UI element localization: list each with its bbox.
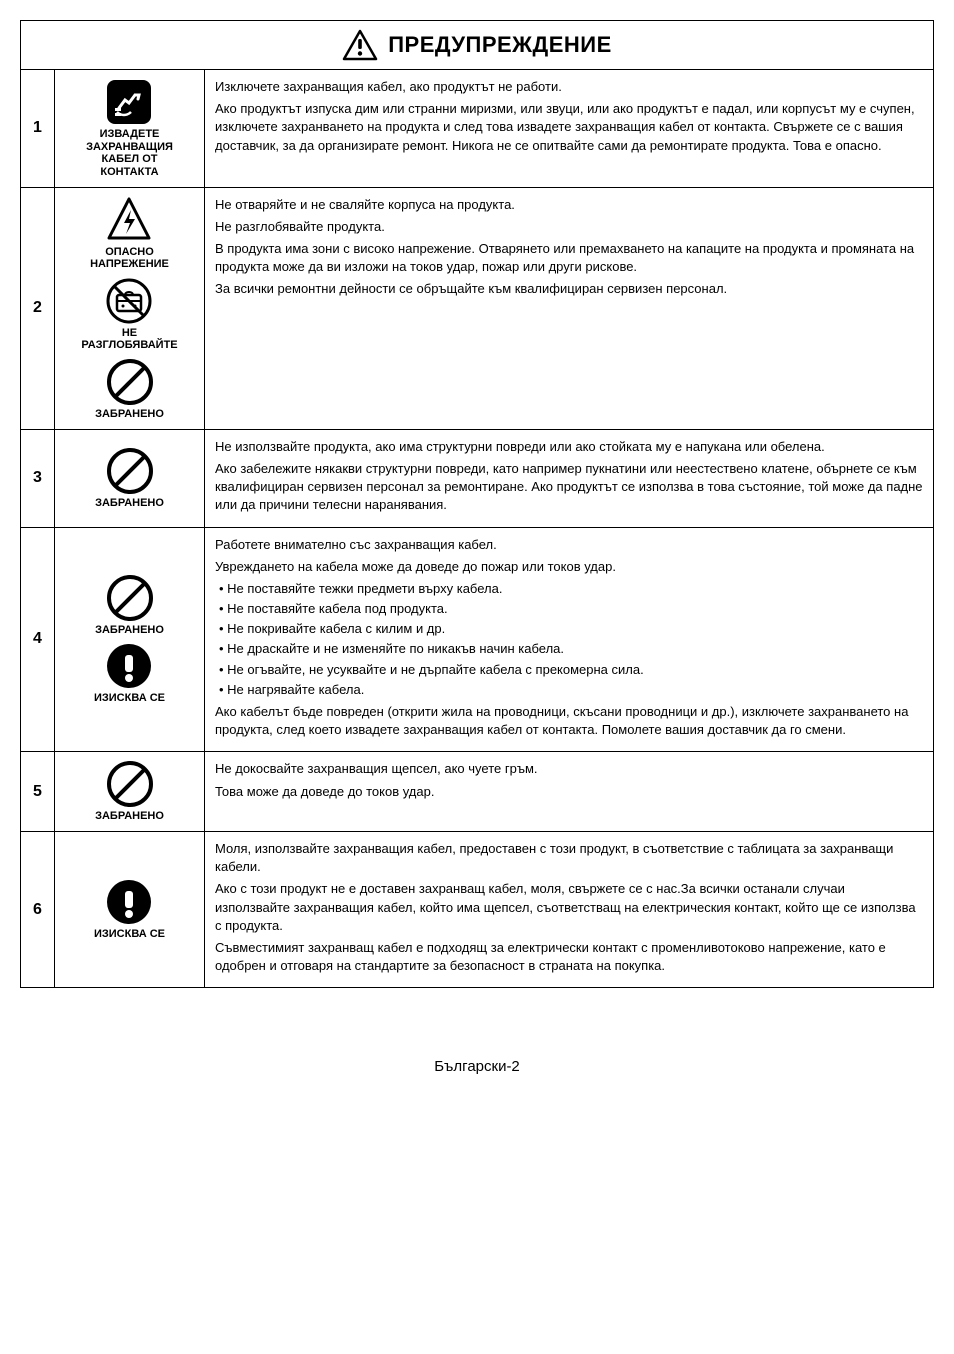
icon-cell: ЗАБРАНЕНО: [55, 752, 205, 831]
text-cell: Работете внимателно със захранващия кабе…: [205, 528, 933, 752]
prohibit-icon: [106, 760, 154, 808]
paragraph: Моля, използвайте захранващия кабел, пре…: [215, 840, 923, 876]
plug-icon: [105, 78, 153, 126]
bullet-list: Не поставяйте тежки предмети върху кабел…: [215, 580, 923, 699]
paragraph: Това може да доведе до токов удар.: [215, 783, 923, 801]
list-item: Не поставяйте тежки предмети върху кабел…: [219, 580, 923, 598]
row-number: 1: [21, 70, 55, 187]
icon-cell: ОПАСНОНАПРЕЖЕНИЕ НЕРАЗГЛОБЯВАЙТЕ ЗАБРАНЕНО: [55, 188, 205, 429]
icon-cell: ИЗВАДЕТЕЗАХРАНВАЩИЯКАБЕЛ ОТКОНТАКТА: [55, 70, 205, 187]
text-cell: Не отваряйте и не сваляйте корпуса на пр…: [205, 188, 933, 429]
table-row: 4 ЗАБРАНЕНО ИЗИСКВА СЕ Работете внимателно …: [21, 528, 933, 753]
icon-cell: ЗАБРАНЕНО: [55, 430, 205, 527]
text-cell: Не използвайте продукта, ако има структу…: [205, 430, 933, 527]
page-footer: Български-2: [20, 1058, 934, 1075]
icon-cell: ЗАБРАНЕНО ИЗИСКВА СЕ: [55, 528, 205, 752]
icon-label: ОПАСНОНАПРЕЖЕНИЕ: [90, 246, 169, 271]
icon-block: ЗАБРАНЕНО: [95, 574, 164, 637]
table-row: 1 ИЗВАДЕТЕЗАХРАНВАЩИЯКАБЕЛ ОТКОНТАКТА Изкл…: [21, 70, 933, 188]
text-cell: Моля, използвайте захранващия кабел, пре…: [205, 832, 933, 987]
text-cell: Изключете захранващия кабел, ако продукт…: [205, 70, 933, 187]
row-number: 4: [21, 528, 55, 752]
icon-block: ИЗИСКВА СЕ: [94, 642, 165, 705]
table-row: 6 ИЗИСКВА СЕ Моля, използвайте захранващия…: [21, 832, 933, 987]
list-item: Не покривайте кабела с килим и др.: [219, 620, 923, 638]
warning-table: ПРЕДУПРЕЖДЕНИЕ 1 ИЗВАДЕТЕЗАХРАНВАЩИЯКАБЕЛ…: [20, 20, 934, 988]
row-number: 6: [21, 832, 55, 987]
paragraph: Работете внимателно със захранващия кабе…: [215, 536, 923, 554]
warning-header: ПРЕДУПРЕЖДЕНИЕ: [21, 21, 933, 70]
table-row: 2 ОПАСНОНАПРЕЖЕНИЕ НЕРАЗГЛОБЯВАЙТЕ ЗАБРАНЕН…: [21, 188, 933, 430]
list-item: Не драскайте и не изменяйте по никакъв н…: [219, 640, 923, 658]
row-number: 5: [21, 752, 55, 831]
list-item: Не огъвайте, не усуквайте и не дърпайте …: [219, 661, 923, 679]
paragraph: Не разглобявайте продукта.: [215, 218, 923, 236]
icon-label: ИЗИСКВА СЕ: [94, 692, 165, 705]
icon-block: ЗАБРАНЕНО: [95, 358, 164, 421]
paragraph: Съвместимият захранващ кабел е подходящ …: [215, 939, 923, 975]
icon-label: ЗАБРАНЕНО: [95, 497, 164, 510]
icon-label: ИЗВАДЕТЕЗАХРАНВАЩИЯКАБЕЛ ОТКОНТАКТА: [86, 128, 173, 179]
list-item: Не нагрявайте кабела.: [219, 681, 923, 699]
paragraph: За всички ремонтни дейности се обръщайте…: [215, 280, 923, 298]
icon-block: ЗАБРАНЕНО: [95, 760, 164, 823]
icon-label: ЗАБРАНЕНО: [95, 408, 164, 421]
voltage-icon: [105, 196, 153, 244]
icon-label: ИЗИСКВА СЕ: [94, 928, 165, 941]
paragraph: Ако с този продукт не е доставен захранв…: [215, 880, 923, 935]
paragraph: Ако кабелът бъде повреден (открити жила …: [215, 703, 923, 739]
row-number: 3: [21, 430, 55, 527]
icon-cell: ИЗИСКВА СЕ: [55, 832, 205, 987]
row-number: 2: [21, 188, 55, 429]
prohibit-icon: [106, 358, 154, 406]
paragraph: Ако забележите някакви структурни повред…: [215, 460, 923, 515]
paragraph: Не отваряйте и не сваляйте корпуса на пр…: [215, 196, 923, 214]
icon-block: ОПАСНОНАПРЕЖЕНИЕ: [90, 196, 169, 271]
icon-block: ИЗВАДЕТЕЗАХРАНВАЩИЯКАБЕЛ ОТКОНТАКТА: [86, 78, 173, 179]
paragraph: Ако продуктът изпуска дим или странни ми…: [215, 100, 923, 155]
text-cell: Не докосвайте захранващия щепсел, ако чу…: [205, 752, 933, 831]
icon-label: ЗАБРАНЕНО: [95, 810, 164, 823]
required-icon: [105, 878, 153, 926]
prohibit-icon: [106, 447, 154, 495]
required-icon: [105, 642, 153, 690]
warning-title: ПРЕДУПРЕЖДЕНИЕ: [388, 32, 612, 58]
icon-label: НЕРАЗГЛОБЯВАЙТЕ: [81, 327, 177, 352]
disassemble-icon: [105, 277, 153, 325]
paragraph: Не докосвайте захранващия щепсел, ако чу…: [215, 760, 923, 778]
icon-block: НЕРАЗГЛОБЯВАЙТЕ: [81, 277, 177, 352]
paragraph: Увреждането на кабела може да доведе до …: [215, 558, 923, 576]
paragraph: В продукта има зони с високо напрежение.…: [215, 240, 923, 276]
icon-block: ЗАБРАНЕНО: [95, 447, 164, 510]
paragraph: Изключете захранващия кабел, ако продукт…: [215, 78, 923, 96]
icon-label: ЗАБРАНЕНО: [95, 624, 164, 637]
table-row: 5 ЗАБРАНЕНО Не докосвайте захранващия щепс…: [21, 752, 933, 832]
table-row: 3 ЗАБРАНЕНО Не използвайте продукта, ако и…: [21, 430, 933, 528]
paragraph: Не използвайте продукта, ако има структу…: [215, 438, 923, 456]
prohibit-icon: [106, 574, 154, 622]
list-item: Не поставяйте кабела под продукта.: [219, 600, 923, 618]
icon-block: ИЗИСКВА СЕ: [94, 878, 165, 941]
warning-triangle-icon: [342, 29, 378, 61]
